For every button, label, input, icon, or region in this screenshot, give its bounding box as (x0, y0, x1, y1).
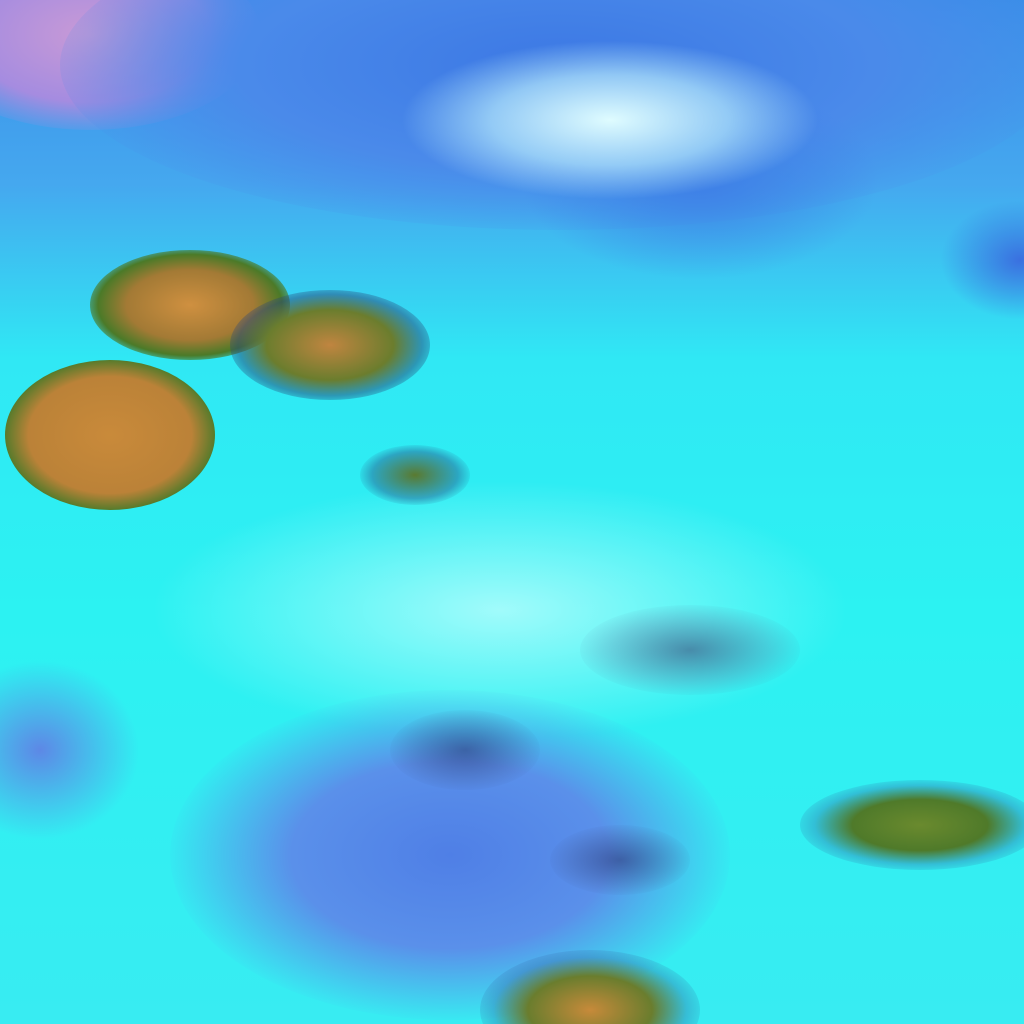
landmass-north-central (230, 290, 430, 400)
bright-cloud-band (400, 40, 820, 200)
landmass-large-west (5, 360, 215, 510)
clear-sky-right-edge (940, 200, 1024, 320)
island-south-center-2 (550, 825, 690, 895)
island-south-central (390, 710, 540, 790)
island-southeast (800, 780, 1024, 870)
vegetation-patch-central (360, 445, 470, 505)
clear-sky-left-edge (0, 660, 140, 840)
island-chain-east (580, 605, 800, 695)
